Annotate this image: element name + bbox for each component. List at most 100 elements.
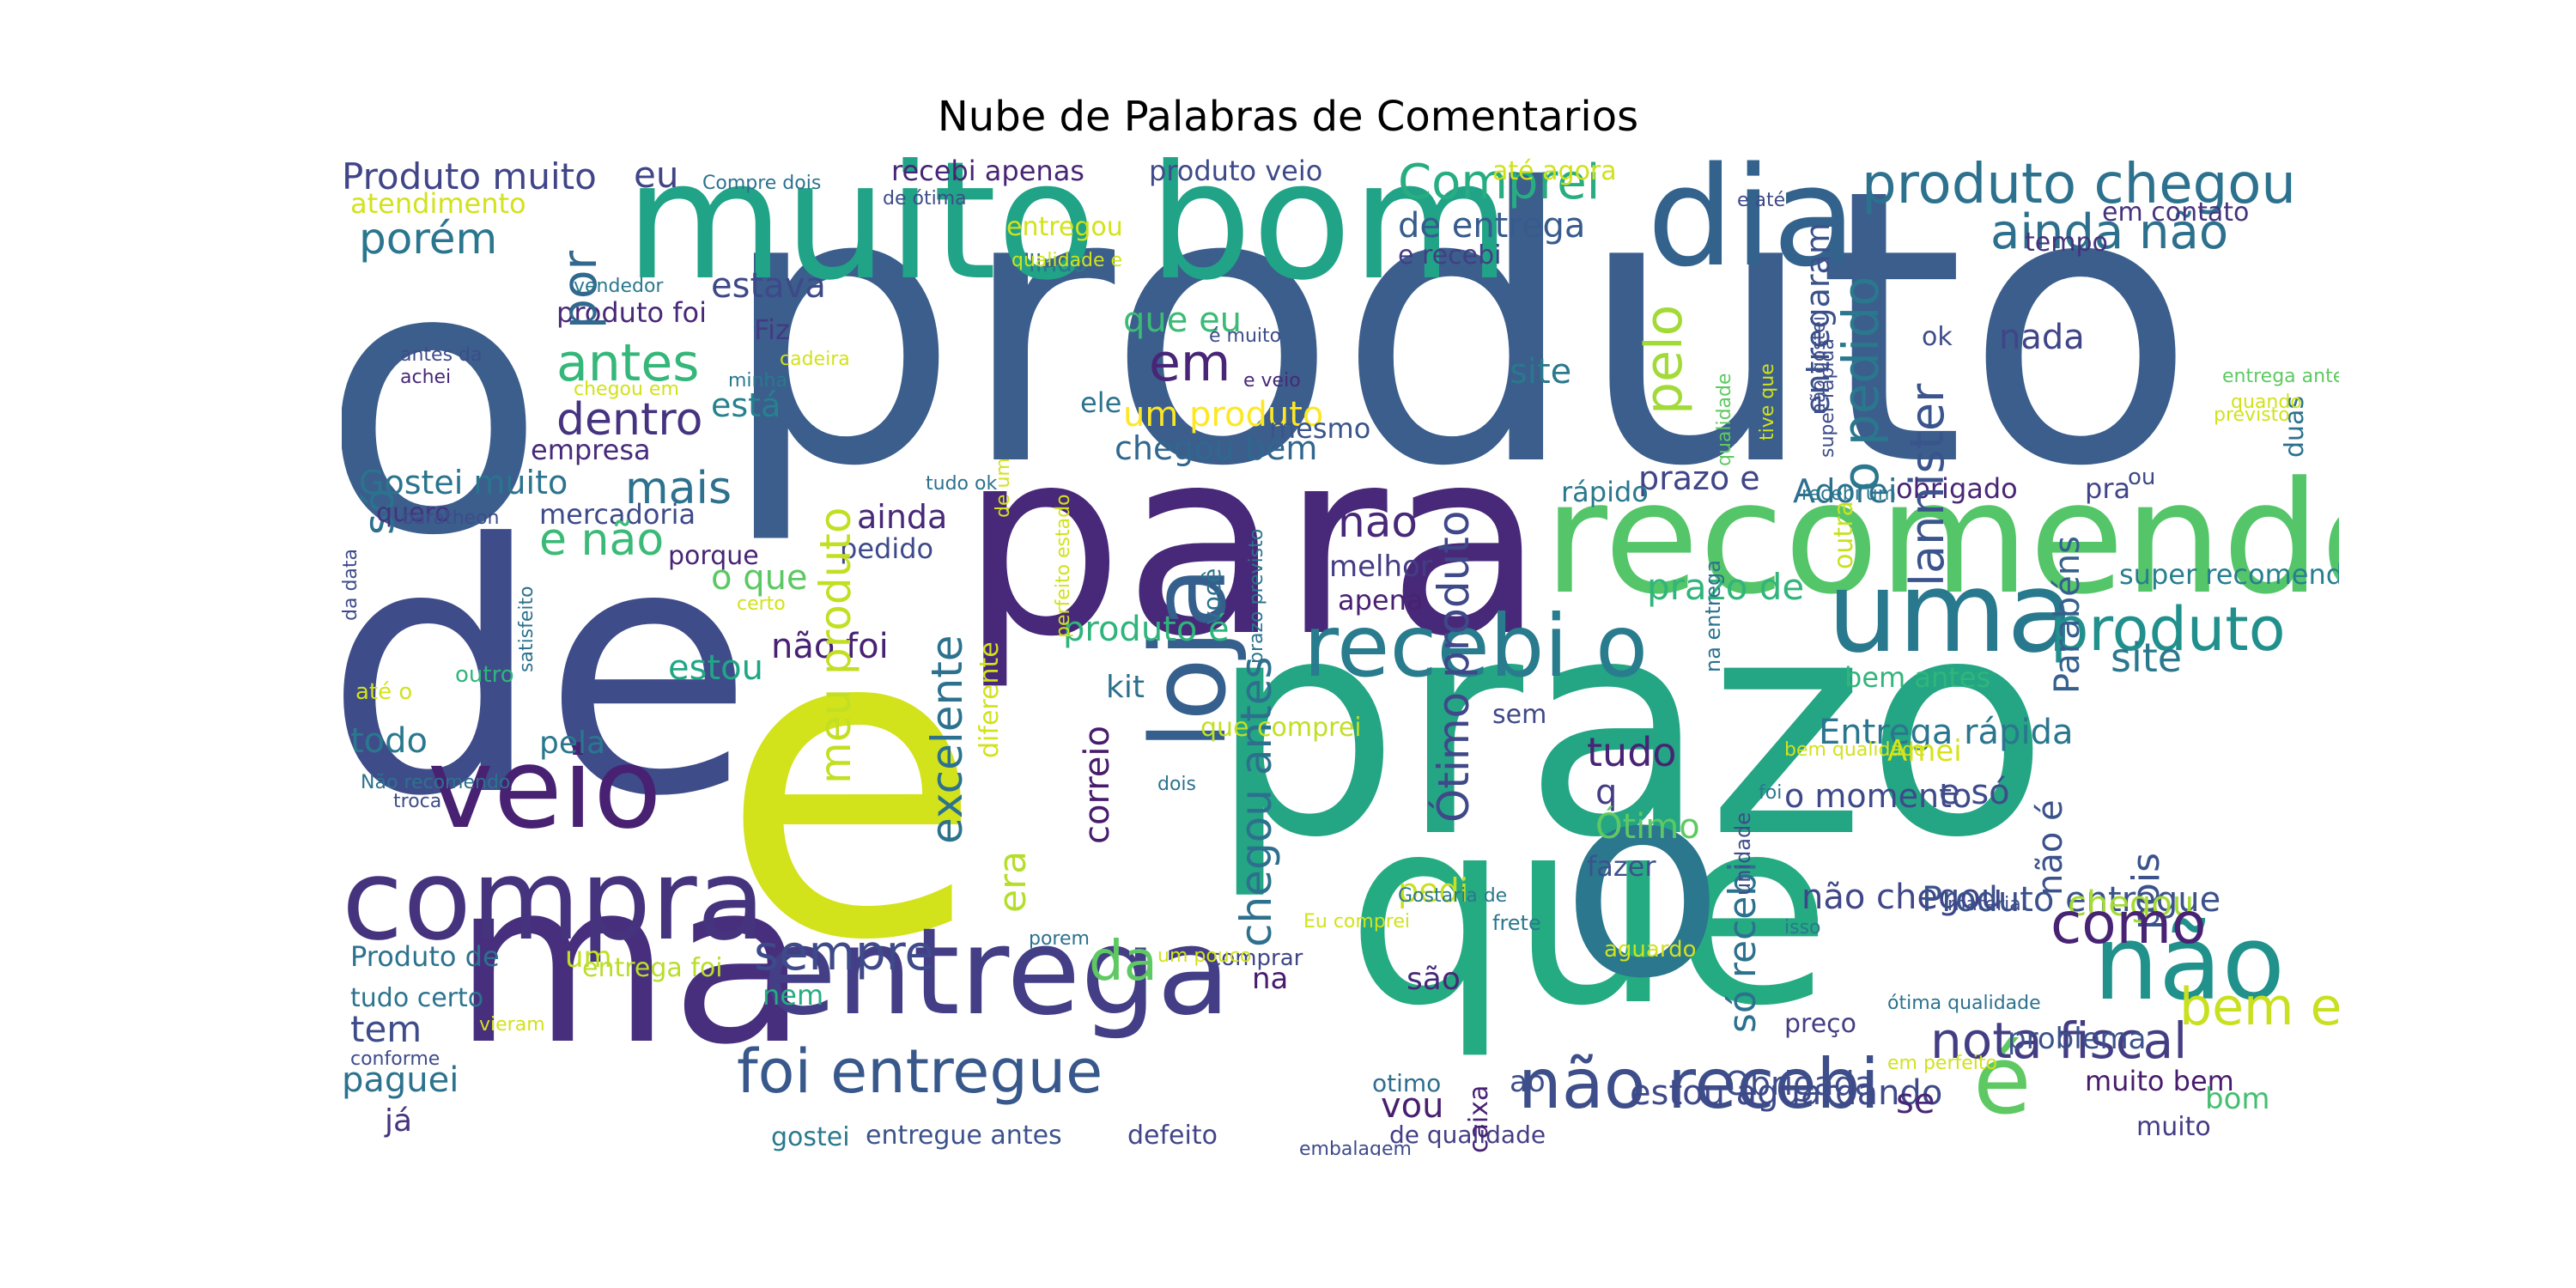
cloud-word: paguei	[342, 1060, 459, 1100]
cloud-word: sem	[1492, 700, 1547, 730]
cloud-word: produto é	[1063, 610, 1230, 649]
cloud-word: da data	[342, 549, 361, 621]
cloud-word: q	[1595, 773, 1618, 812]
cloud-word: nem	[762, 979, 824, 1012]
cloud-word: tive que	[1757, 363, 1778, 440]
cloud-word: antes	[556, 333, 700, 393]
cloud-word: todo	[350, 721, 428, 761]
cloud-word: bem embalado	[2179, 977, 2339, 1037]
cloud-word: outro	[455, 662, 514, 688]
cloud-word: muito bem	[2085, 1065, 2234, 1097]
cloud-word: e recebi	[1398, 240, 1502, 270]
cloud-word: ou	[2128, 465, 2156, 490]
cloud-word: Produto entregue	[1922, 880, 2221, 920]
cloud-word: vendedor	[574, 276, 664, 297]
cloud-word: diferente	[975, 641, 1005, 758]
cloud-word: em perfeito	[1887, 1053, 1997, 1074]
cloud-word: perfeito estado	[1053, 494, 1074, 638]
cloud-word: frete	[1492, 911, 1541, 935]
cloud-word: embalagem	[1299, 1139, 1412, 1157]
cloud-word: é	[1973, 1025, 2032, 1135]
cloud-word: nao	[1338, 497, 1418, 547]
cloud-word: um pouco	[1157, 945, 1252, 967]
cloud-word: quero	[376, 498, 451, 528]
cloud-word: que	[1346, 762, 1832, 1062]
cloud-word: satisfeito	[516, 586, 538, 672]
cloud-word: ainda não	[1990, 204, 2229, 260]
cloud-word: achei	[400, 367, 452, 388]
cloud-word: de entrega	[1398, 206, 1586, 246]
cloud-word: Não recomendo	[361, 772, 511, 793]
cloud-word: tudo ok	[926, 473, 998, 495]
cloud-word: Produto de	[350, 940, 500, 973]
cloud-word: Comprei	[1398, 157, 1601, 210]
cloud-word: isso	[1784, 917, 1821, 939]
cloud-word: pela	[539, 726, 606, 761]
cloud-word: tempo	[2025, 228, 2108, 258]
cloud-word: lindo	[1029, 249, 1088, 277]
cloud-word: preço	[1784, 1009, 1857, 1039]
cloud-word: Eu comprei	[1303, 911, 1410, 933]
cloud-word: troca	[393, 791, 442, 812]
word-cloud: produto o de prazo para e que o ma muito bom recom…	[342, 157, 2339, 1156]
cloud-word: recebi um	[1801, 483, 1897, 505]
cloud-word: Ótimo	[1595, 807, 1700, 847]
cloud-word: nota fiscal	[1930, 1012, 2188, 1070]
cloud-word: Gostaria de	[1398, 885, 1508, 907]
cloud-word: site	[2111, 635, 2183, 681]
cloud-word: baratheon	[402, 507, 500, 529]
cloud-word: chegou antes	[1231, 656, 1281, 947]
cloud-word: ainda	[857, 498, 948, 536]
cloud-word: entrega	[762, 902, 1231, 1042]
cloud-word: previsto	[2214, 404, 2290, 426]
cloud-word: uma	[1827, 547, 2075, 677]
cloud-word: tudo	[1587, 729, 1677, 775]
cloud-word: site	[1510, 352, 1572, 392]
cloud-word: antes da	[400, 344, 483, 366]
cloud-word: ma	[453, 835, 808, 1094]
cloud-word: produto chegou	[1862, 157, 2296, 216]
cloud-word: entregue antes	[866, 1121, 1062, 1151]
cloud-word: em	[1149, 333, 1231, 393]
cloud-word: estou aguardando	[1630, 1073, 1943, 1113]
cloud-word: eu	[634, 157, 679, 196]
cloud-word: vou	[1381, 1086, 1444, 1126]
cloud-word: meu produto	[811, 507, 860, 784]
cloud-word: da	[1089, 930, 1157, 993]
cloud-word: super recomendo	[2119, 558, 2339, 591]
cloud-word: fazer	[1587, 850, 1656, 883]
cloud-word: porem	[1029, 928, 1090, 950]
cloud-word: de qualidade	[1389, 1121, 1546, 1149]
cloud-word: otimo	[1372, 1069, 1442, 1097]
cloud-word: comprar	[1209, 945, 1303, 971]
cloud-word: e	[720, 534, 984, 1034]
cloud-word: atendimento	[350, 187, 526, 220]
cloud-word: cadeira	[780, 349, 850, 370]
cloud-word: unidade	[1731, 811, 1755, 896]
cloud-word: para	[960, 393, 1546, 693]
cloud-word: e não	[539, 514, 665, 566]
cloud-word: produto foi	[556, 296, 707, 329]
cloud-word: caixa	[1464, 1084, 1494, 1153]
cloud-word: prazo e	[1638, 459, 1760, 497]
cloud-word: é muito	[1209, 325, 1282, 347]
cloud-word: bem antes	[1844, 661, 1991, 694]
cloud-word: o	[342, 187, 547, 617]
cloud-word: rápido	[1561, 476, 1649, 508]
cloud-word: o pedido	[1832, 276, 1890, 492]
cloud-word: pedi	[1398, 872, 1469, 909]
cloud-word: muito	[2136, 1112, 2211, 1142]
cloud-word: que comprei	[1200, 713, 1362, 743]
cloud-word: são	[1406, 962, 1461, 997]
cloud-word: recomendo	[1544, 449, 2339, 629]
cloud-word: kit	[1106, 670, 1145, 705]
chart-title: Nube de Palabras de Comentarios	[937, 93, 1639, 141]
cloud-word: de	[342, 472, 754, 872]
cloud-word: não recebi	[1518, 1044, 1880, 1124]
cloud-word: Fiz	[754, 313, 790, 346]
cloud-word: qualidade e	[1012, 250, 1123, 271]
cloud-word: Produto muito	[342, 157, 597, 197]
cloud-word: mesmo	[1269, 412, 1371, 445]
cloud-word: dentro	[556, 394, 703, 446]
cloud-word: Amei	[1887, 734, 1962, 769]
